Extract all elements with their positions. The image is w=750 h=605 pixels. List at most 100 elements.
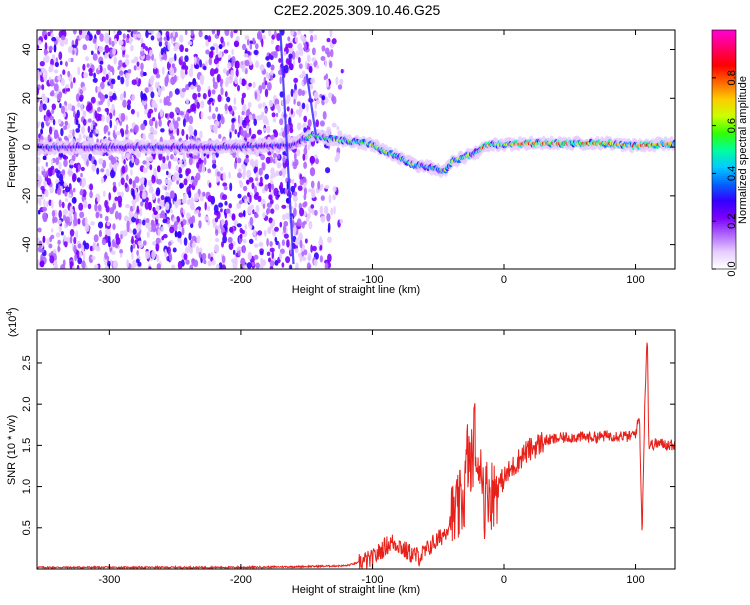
heatmap-cell bbox=[303, 42, 307, 52]
heatmap-cell bbox=[49, 236, 53, 243]
heatmap-cell bbox=[61, 105, 65, 114]
heatmap-cell bbox=[252, 37, 255, 43]
heatmap-cell bbox=[171, 63, 176, 69]
colorbar-swatch bbox=[712, 103, 736, 107]
colorbar-swatch bbox=[712, 265, 736, 268]
heatmap-cell bbox=[65, 216, 70, 224]
heatmap-cell bbox=[118, 201, 122, 208]
colorbar-swatch bbox=[712, 163, 736, 167]
heatmap-cell bbox=[100, 177, 105, 184]
heatmap-cell bbox=[60, 264, 66, 269]
heatmap-cell bbox=[303, 249, 308, 256]
heatmap-cell bbox=[218, 134, 222, 139]
heatmap-cell bbox=[98, 90, 101, 98]
colorbar-swatch bbox=[712, 255, 736, 258]
heatmap-cell bbox=[97, 106, 101, 112]
heatmap-cell bbox=[132, 259, 137, 268]
heatmap-cell bbox=[114, 210, 119, 220]
x-tick-label: 100 bbox=[626, 274, 644, 286]
colorbar-swatch bbox=[712, 113, 736, 117]
colorbar-swatch bbox=[712, 211, 736, 214]
colorbar-swatch bbox=[712, 83, 736, 87]
heatmap-cell bbox=[241, 78, 246, 87]
heatmap-cell bbox=[329, 49, 334, 58]
heatmap-cell bbox=[271, 34, 276, 40]
heatmap-cell bbox=[299, 239, 303, 249]
snr-exponent-label: (x104) bbox=[5, 307, 19, 337]
heatmap-cell bbox=[142, 133, 146, 141]
heatmap-cell bbox=[73, 163, 78, 169]
heatmap-cell bbox=[165, 163, 169, 170]
heatmap-cell bbox=[324, 184, 330, 190]
heatmap-cell bbox=[188, 232, 192, 241]
heatmap-cell bbox=[280, 127, 284, 133]
heatmap-cell bbox=[100, 168, 105, 173]
heatmap-cell bbox=[195, 209, 200, 214]
heatmap-cell bbox=[37, 166, 41, 172]
heatmap-cell bbox=[75, 128, 80, 133]
heatmap-cell bbox=[188, 183, 192, 189]
heatmap-cell bbox=[138, 185, 144, 192]
heatmap-cell bbox=[213, 204, 219, 213]
figure-title: C2E2.2025.309.10.46.G25 bbox=[274, 2, 441, 18]
x-tick-label: -300 bbox=[98, 574, 120, 586]
heatmap-cell bbox=[223, 49, 229, 54]
heatmap-cell bbox=[69, 229, 75, 237]
heatmap-cell bbox=[307, 213, 311, 219]
colorbar-swatch bbox=[712, 175, 736, 178]
heatmap-cell bbox=[194, 64, 200, 70]
heatmap-cell bbox=[320, 215, 326, 223]
heatmap-cell bbox=[264, 173, 270, 180]
colorbar-swatch bbox=[712, 183, 736, 186]
heatmap-cell bbox=[278, 58, 282, 63]
heatmap-cell bbox=[272, 129, 277, 134]
heatmap-cell bbox=[245, 154, 249, 159]
heatmap-cell bbox=[270, 167, 275, 175]
heatmap-cell bbox=[152, 117, 156, 122]
heatmap-cell bbox=[37, 72, 41, 81]
colorbar-swatch bbox=[712, 31, 736, 35]
heatmap-cell bbox=[180, 55, 183, 60]
heatmap-cell bbox=[65, 84, 70, 89]
colorbar-swatch bbox=[712, 169, 736, 173]
heatmap-cell bbox=[185, 83, 190, 91]
heatmap-cell bbox=[218, 202, 224, 208]
heatmap-cell bbox=[157, 81, 160, 90]
heatmap-cell bbox=[174, 230, 178, 238]
heatmap-cell bbox=[234, 75, 239, 85]
heatmap-cell bbox=[131, 199, 137, 205]
heatmap-cell bbox=[193, 155, 197, 160]
heatmap-cell bbox=[91, 163, 96, 172]
heatmap-cell bbox=[239, 227, 243, 234]
heatmap-cell bbox=[194, 192, 200, 202]
colorbar-swatch bbox=[712, 111, 736, 115]
heatmap-cell bbox=[295, 262, 299, 269]
heatmap-cell bbox=[163, 36, 168, 41]
heatmap-cell bbox=[294, 36, 299, 43]
heatmap-cell bbox=[101, 76, 106, 83]
heatmap-cell bbox=[247, 205, 252, 215]
heatmap-cell bbox=[147, 179, 153, 187]
heatmap-cell bbox=[268, 30, 272, 37]
heatmap-cell bbox=[172, 217, 177, 223]
heatmap-cell bbox=[68, 212, 72, 218]
heatmap-cell bbox=[57, 239, 61, 245]
heatmap-cell bbox=[63, 182, 68, 187]
heatmap-cell bbox=[164, 186, 168, 191]
heatmap-cell bbox=[111, 78, 116, 85]
heatmap-cell bbox=[253, 229, 256, 237]
heatmap-cell bbox=[269, 70, 274, 77]
heatmap-cell bbox=[51, 108, 55, 115]
heatmap-cell bbox=[90, 96, 96, 104]
heatmap-cell bbox=[204, 201, 207, 211]
heatmap-cell bbox=[250, 262, 256, 267]
colorbar-swatch bbox=[712, 187, 736, 190]
y-tick-label: 2.5 bbox=[21, 355, 33, 370]
heatmap-cell bbox=[298, 56, 301, 64]
heatmap-cell bbox=[160, 194, 165, 201]
heatmap-cell bbox=[220, 208, 223, 213]
heatmap-cell bbox=[189, 248, 193, 254]
heatmap-cell bbox=[111, 103, 115, 111]
heatmap-cell bbox=[144, 87, 150, 93]
heatmap-cell bbox=[118, 39, 124, 46]
